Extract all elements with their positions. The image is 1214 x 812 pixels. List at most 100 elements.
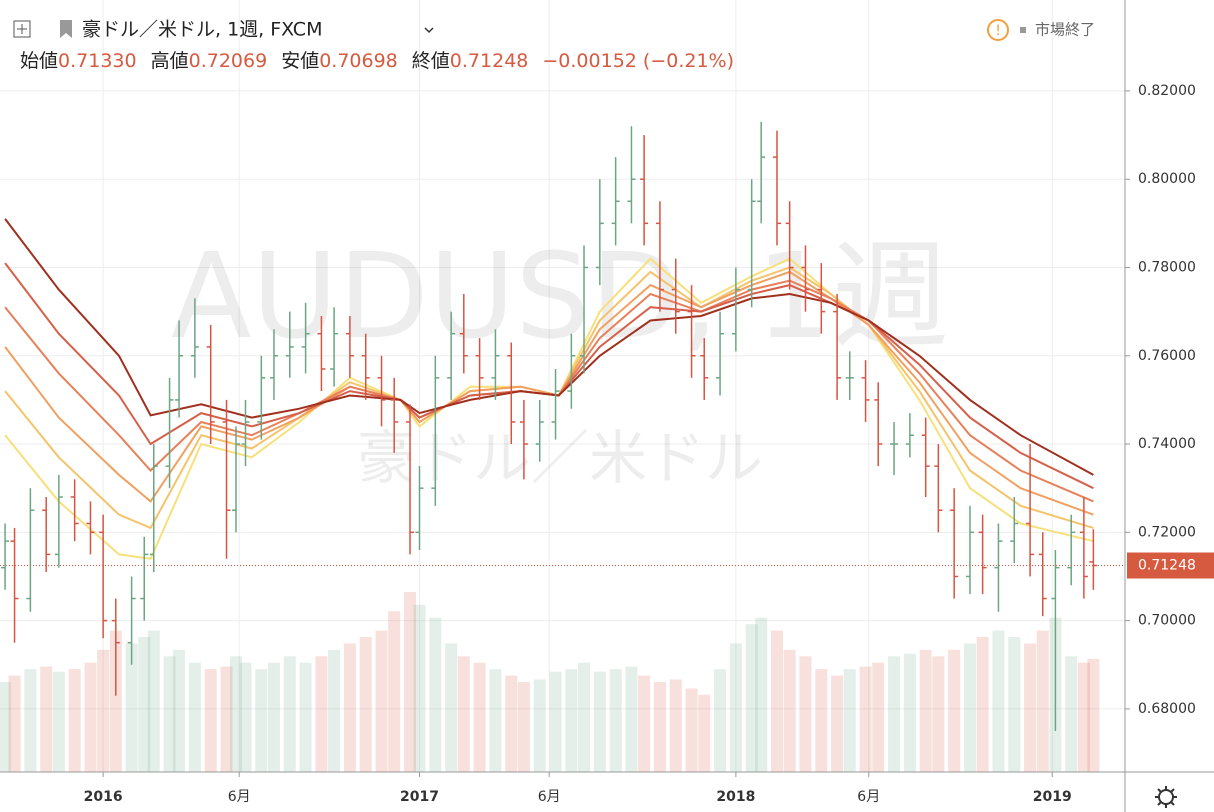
moving-average bbox=[4, 218, 1094, 476]
x-tick-label: 2018 bbox=[716, 789, 755, 805]
volume-bar bbox=[97, 649, 110, 772]
volume-bar bbox=[1087, 658, 1100, 772]
volume-bar bbox=[1065, 656, 1078, 772]
y-tick-label: 0.70000 bbox=[1138, 613, 1196, 629]
volume-bar bbox=[578, 662, 591, 772]
volume-bar bbox=[903, 653, 916, 772]
volume-bar bbox=[230, 656, 243, 772]
volume-bar bbox=[593, 671, 606, 772]
watermark-sub: 豪ドル／米ドル bbox=[357, 424, 763, 492]
volume-bar bbox=[40, 666, 53, 772]
y-tick-label: 0.72000 bbox=[1138, 524, 1196, 540]
ohlc-legend: 始値0.71330 高値0.72069 安値0.70698 終値0.71248 −0.0… bbox=[20, 50, 734, 72]
volume-bar bbox=[255, 669, 268, 772]
volume-bar bbox=[283, 656, 296, 772]
volume bbox=[0, 592, 1100, 772]
low-label: 安値 bbox=[281, 50, 319, 72]
volume-bar bbox=[489, 669, 502, 772]
volume-bar bbox=[188, 662, 201, 772]
moving-average bbox=[4, 270, 1094, 516]
settings-icon[interactable] bbox=[1155, 786, 1177, 808]
volume-bar bbox=[729, 643, 742, 772]
volume-bar bbox=[299, 662, 312, 772]
volume-bar bbox=[517, 682, 530, 772]
x-tick-label: 2016 bbox=[84, 789, 123, 805]
volume-bar bbox=[473, 662, 486, 772]
symbol-title[interactable]: 豪ドル／米ドル, 1週, FXCM bbox=[82, 19, 322, 41]
watermark: AUDUSD, 1週 bbox=[171, 227, 949, 365]
volume-bar bbox=[457, 656, 470, 772]
market-status: 市場終了 bbox=[1035, 21, 1095, 39]
volume-bar bbox=[1036, 630, 1049, 772]
volume-bar bbox=[1008, 637, 1021, 772]
volume-bar bbox=[755, 617, 768, 772]
change-value: −0.00152 (−0.21%) bbox=[542, 50, 734, 72]
x-tick-label: 6月 bbox=[228, 789, 251, 805]
warning-icon[interactable] bbox=[987, 19, 1009, 41]
expand-icon[interactable] bbox=[13, 20, 31, 38]
y-tick-label: 0.80000 bbox=[1138, 171, 1196, 187]
price-bars bbox=[1, 121, 1098, 731]
volume-bar bbox=[125, 643, 138, 772]
y-tick-label: 0.68000 bbox=[1138, 701, 1196, 717]
volume-bar bbox=[204, 669, 217, 772]
close-value: 0.71248 bbox=[450, 50, 529, 72]
x-tick-label: 2017 bbox=[400, 789, 439, 805]
volume-bar bbox=[109, 630, 122, 772]
volume-bar bbox=[8, 675, 21, 772]
close-label: 終値 bbox=[412, 50, 450, 72]
gear-teeth bbox=[1155, 786, 1177, 808]
volume-bar bbox=[328, 649, 341, 772]
symbol-dropdown[interactable] bbox=[424, 27, 434, 34]
volume-bar bbox=[147, 630, 160, 772]
open-label: 始値 bbox=[20, 50, 58, 72]
warning-mark: ! bbox=[995, 23, 1001, 39]
volume-bar bbox=[799, 656, 812, 772]
volume-bar bbox=[359, 637, 372, 772]
volume-bar bbox=[888, 656, 901, 772]
volume-bar bbox=[815, 669, 828, 772]
volume-bar bbox=[609, 669, 622, 772]
volume-bar bbox=[1024, 643, 1037, 772]
volume-bar bbox=[976, 637, 989, 772]
volume-bar bbox=[68, 669, 81, 772]
last-price-box bbox=[1127, 552, 1214, 579]
last-price-label: 0.71248 bbox=[1138, 558, 1196, 574]
open-value: 0.71330 bbox=[58, 50, 137, 72]
volume-bar bbox=[388, 611, 401, 772]
volume-bar bbox=[963, 643, 976, 772]
volume-bar bbox=[0, 682, 12, 772]
volume-bar bbox=[859, 666, 872, 772]
volume-bar bbox=[843, 669, 856, 772]
volume-bar bbox=[173, 649, 186, 772]
x-tick-label: 6月 bbox=[538, 789, 561, 805]
y-tick-label: 0.74000 bbox=[1138, 436, 1196, 452]
volume-bar bbox=[24, 669, 37, 772]
volume-bar bbox=[375, 630, 388, 772]
volume-bar bbox=[315, 656, 328, 772]
volume-bar bbox=[919, 649, 932, 772]
volume-bar bbox=[404, 592, 417, 772]
volume-bar bbox=[685, 688, 698, 772]
axes: 0.82000 0.80000 0.78000 0.76000 0.74000 0.720… bbox=[0, 83, 1214, 805]
volume-bar bbox=[413, 604, 426, 772]
y-tick-label: 0.76000 bbox=[1138, 348, 1196, 364]
high-label: 高値 bbox=[151, 50, 189, 72]
volume-bar bbox=[770, 630, 783, 772]
flag-icon[interactable] bbox=[60, 20, 72, 38]
volume-bar bbox=[343, 643, 356, 772]
volume-bar bbox=[625, 666, 638, 772]
volume-bar bbox=[872, 662, 885, 772]
low-value: 0.70698 bbox=[319, 50, 398, 72]
volume-bar bbox=[831, 675, 844, 772]
volume-bar bbox=[267, 662, 280, 772]
volume-bar bbox=[84, 662, 97, 772]
volume-bar bbox=[239, 662, 252, 772]
volume-bar bbox=[745, 624, 758, 772]
moving-averages bbox=[4, 218, 1094, 560]
volume-bar bbox=[445, 643, 458, 772]
volume-bar bbox=[932, 656, 945, 772]
status-dot bbox=[1020, 27, 1026, 33]
